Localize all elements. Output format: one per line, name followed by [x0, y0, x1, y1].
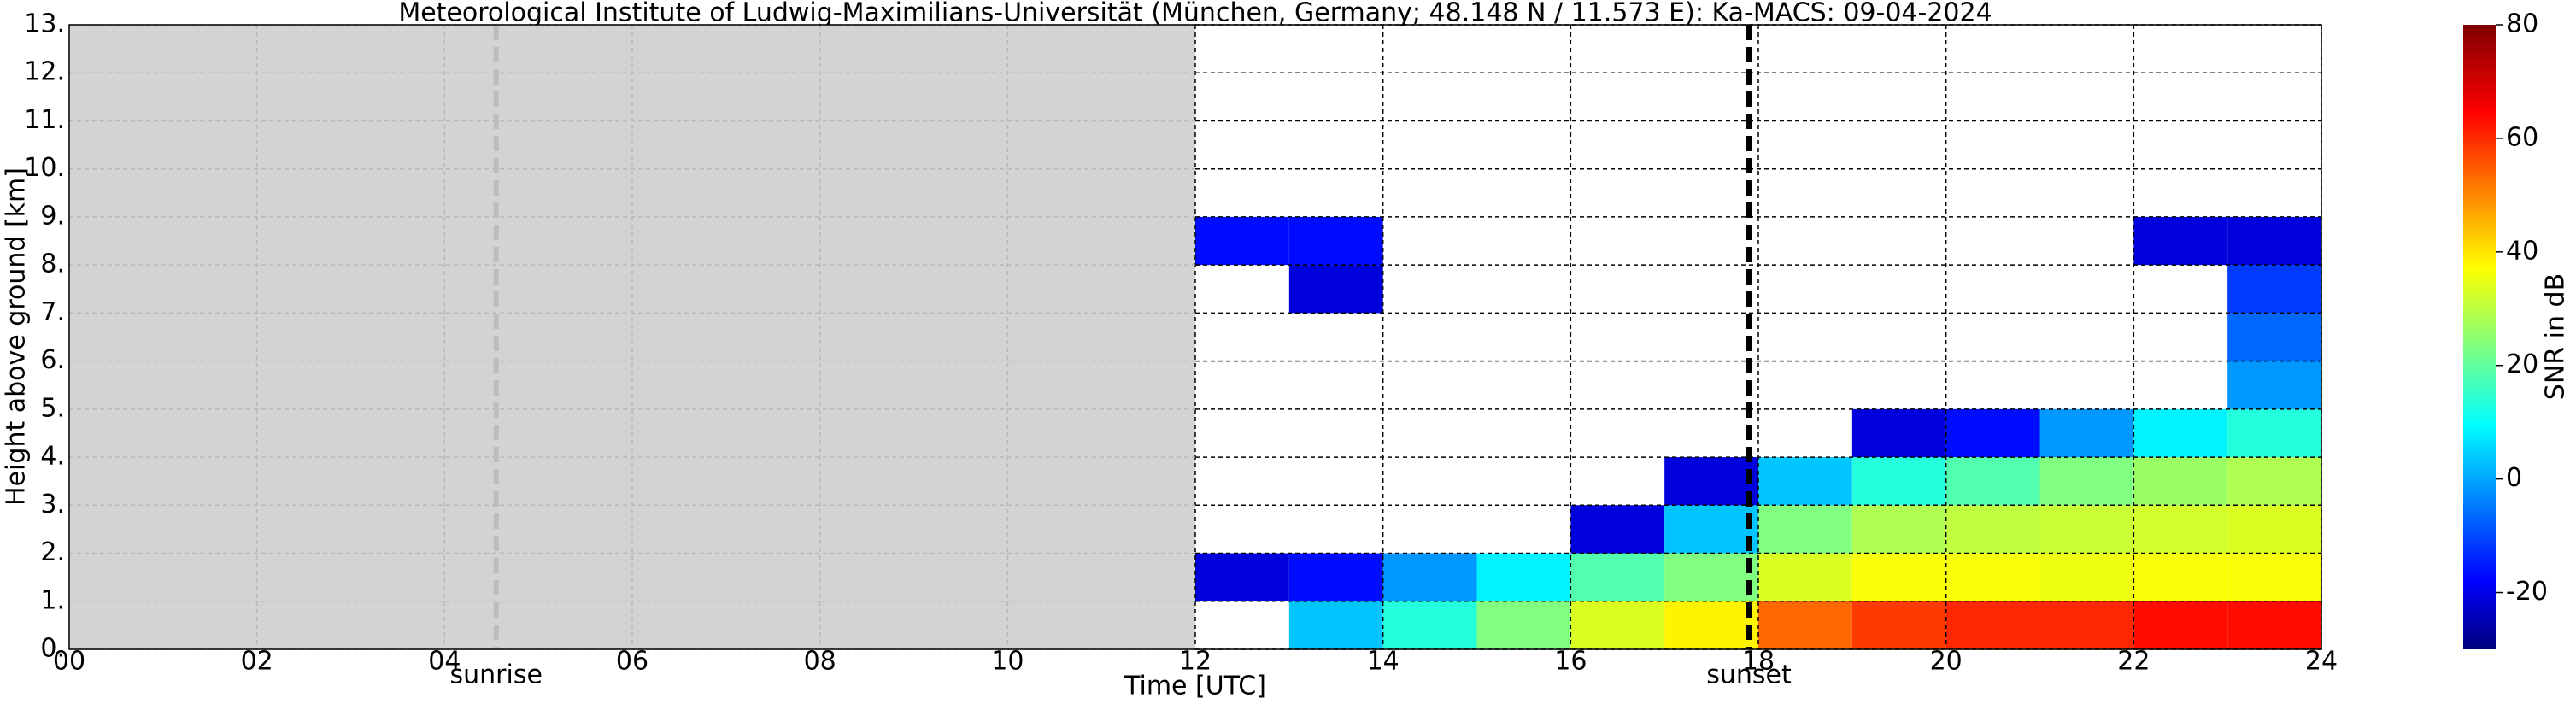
heatmap-cell [2133, 457, 2228, 506]
x-tick-label: 24 [2305, 647, 2338, 677]
heatmap-cell [1476, 601, 1571, 649]
heatmap-cell [2227, 265, 2321, 314]
y-tick-label: 3. [40, 490, 65, 519]
heatmap-cell [2133, 408, 2228, 458]
heatmap-cell [2227, 457, 2321, 506]
x-axis-label: Time [UTC] [1124, 672, 1266, 701]
heatmap-cell [1758, 457, 1852, 506]
x-tick-label: 20 [1930, 647, 1963, 677]
y-tick-label: 5. [40, 393, 65, 423]
heatmap-cell [1758, 505, 1852, 554]
heatmap-cell [1851, 505, 1946, 554]
heatmap-cell [1945, 408, 2040, 458]
heatmap-cell [1851, 553, 1946, 601]
x-tick-label: 12 [1179, 647, 1212, 677]
heatmap-cell [1945, 601, 2040, 649]
colorbar-tick-label: -20 [2506, 577, 2548, 607]
heatmap-cell [1664, 553, 1758, 601]
heatmap-cell [2227, 408, 2321, 458]
heatmap-cell [2039, 457, 2134, 506]
heatmap-cell [1851, 457, 1946, 506]
heatmap-cell [1664, 457, 1758, 506]
x-tick-label: 18 [1742, 647, 1775, 677]
y-tick-label: 7. [40, 297, 65, 327]
heatmap-cell [1570, 601, 1665, 649]
y-tick-label: 1. [40, 585, 65, 615]
y-tick-label: 12. [24, 57, 65, 87]
y-tick-label: 13. [24, 9, 65, 39]
heatmap-cell [1945, 553, 2040, 601]
heatmap-cell [1570, 553, 1665, 601]
annotation-label: sunrise [450, 660, 543, 690]
heatmap-cell [1288, 601, 1383, 649]
y-tick-label: 8. [40, 249, 65, 279]
heatmap-cell [1664, 601, 1758, 649]
y-tick-label: 11. [24, 105, 65, 135]
colorbar [2463, 25, 2496, 649]
colorbar-tick-label: 60 [2506, 122, 2538, 152]
heatmap-cell [2039, 505, 2134, 554]
heatmap-cell [2039, 553, 2134, 601]
x-tick-label: 14 [1367, 647, 1399, 677]
y-tick-label: 4. [40, 442, 65, 472]
heatmap-cell [2227, 216, 2321, 266]
heatmap-cell [1195, 553, 1289, 601]
x-tick-label: 16 [1554, 647, 1587, 677]
heatmap-cell [1382, 553, 1477, 601]
y-tick-label: 0. [40, 634, 65, 664]
colorbar-tick-label: 40 [2506, 236, 2538, 266]
heatmap-cell [2133, 216, 2228, 266]
colorbar-tick-label: 20 [2506, 349, 2538, 379]
colorbar-label: SNR in dB [2541, 273, 2571, 400]
y-tick-label: 6. [40, 345, 65, 375]
heatmap-cell [1195, 216, 1289, 266]
x-tick-label: 08 [804, 647, 836, 677]
heatmap-cell [2227, 505, 2321, 554]
heatmap-cell [1476, 553, 1571, 601]
heatmap-cell [1758, 601, 1852, 649]
x-tick-label: 02 [241, 647, 273, 677]
y-tick-label: 9. [40, 201, 65, 231]
heatmap-cell [1288, 265, 1383, 314]
x-tick-label: 06 [616, 647, 648, 677]
heatmap-cell [2039, 408, 2134, 458]
heatmap-cell [1851, 601, 1946, 649]
heatmap-cell [2039, 601, 2134, 649]
heatmap-cell [2227, 361, 2321, 409]
heatmap-cell [1288, 216, 1383, 266]
heatmap-cell [1758, 553, 1852, 601]
y-tick-label: 2. [40, 537, 65, 567]
heatmap-cell [2227, 313, 2321, 361]
x-tick-label: 04 [428, 647, 461, 677]
heatmap-cell [1851, 408, 1946, 458]
heatmap-cell [1288, 553, 1383, 601]
heatmap-cell [2133, 601, 2228, 649]
heatmap-cell [1945, 457, 2040, 506]
heatmap-cell [2133, 553, 2228, 601]
colorbar-tick-label: 0 [2506, 463, 2522, 493]
annotation-label: sunset [1706, 660, 1792, 690]
plot-frame [68, 24, 2322, 650]
colorbar-tick-label: 80 [2506, 9, 2538, 39]
y-axis-label: Height above ground [km] [2, 167, 32, 506]
heatmap-cell [2133, 505, 2228, 554]
heatmap-cell [1570, 505, 1665, 554]
heatmap-cell [1664, 505, 1758, 554]
x-tick-label: 22 [2117, 647, 2150, 677]
x-tick-label: 10 [991, 647, 1024, 677]
y-tick-label: 10. [24, 153, 65, 183]
chart-title: Meteorological Institute of Ludwig-Maxim… [398, 0, 1992, 28]
heatmap-cell [2227, 601, 2321, 649]
x-tick-label: 00 [53, 647, 85, 677]
heatmap-cell [1382, 601, 1477, 649]
heatmap-cell [2227, 553, 2321, 601]
heatmap-cell [1945, 505, 2040, 554]
